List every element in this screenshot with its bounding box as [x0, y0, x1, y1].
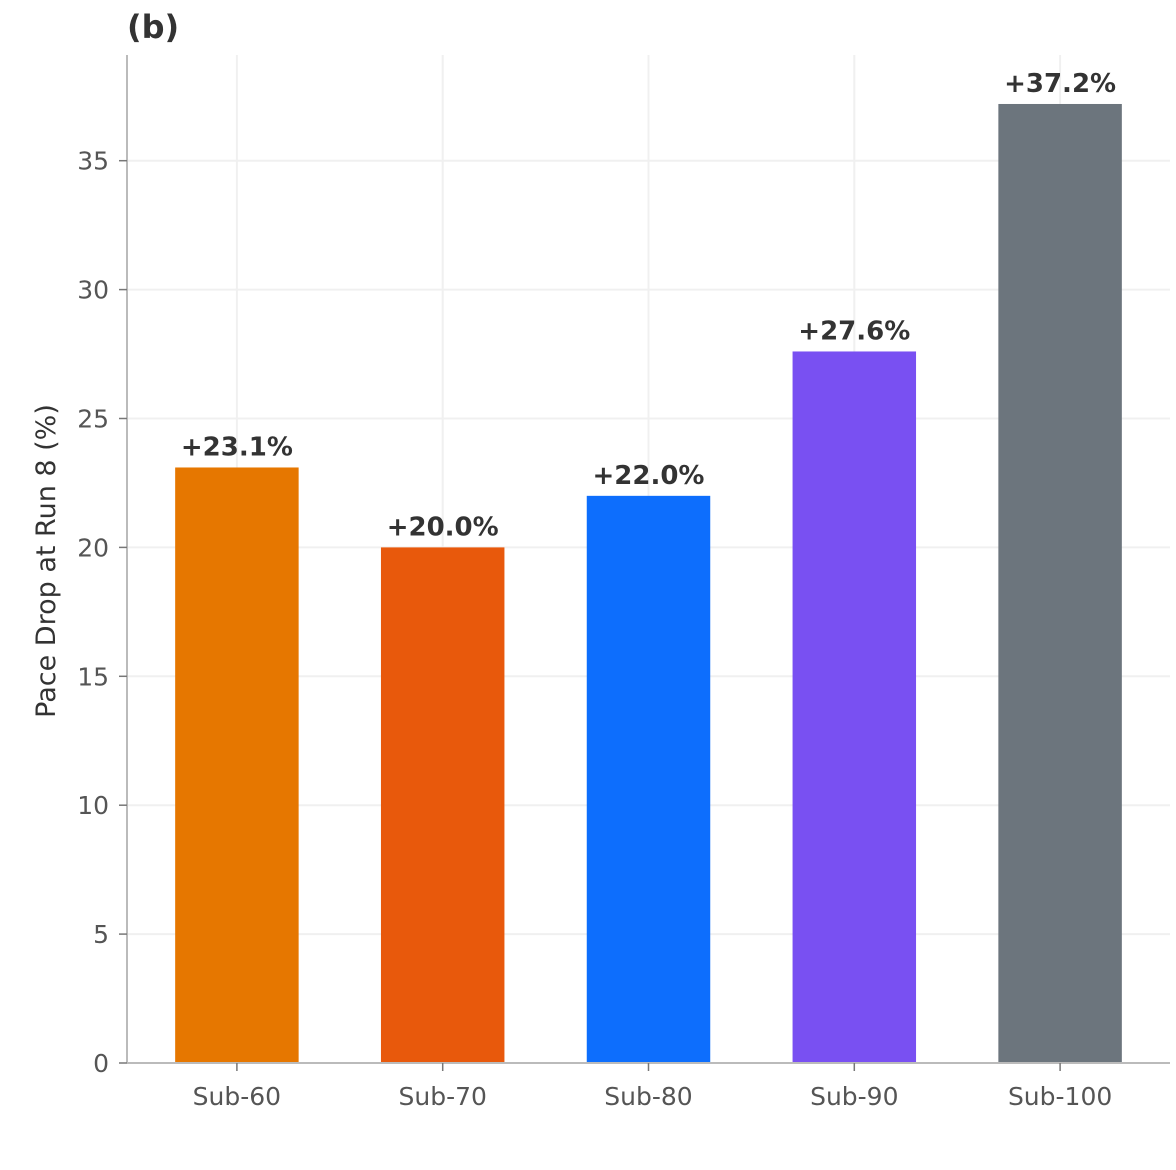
bar-sub-60	[175, 467, 299, 1063]
data-label: +20.0%	[387, 512, 499, 542]
y-tick-label: 35	[77, 147, 109, 176]
x-tick-label: Sub-60	[193, 1082, 281, 1111]
y-axis: 0 5 10 15 20 25 30 35	[77, 55, 128, 1078]
x-tick-label: Sub-100	[1008, 1082, 1112, 1111]
y-axis-label: Pace Drop at Run 8 (%)	[31, 404, 62, 718]
x-axis: Sub-60 Sub-70 Sub-80 Sub-90 Sub-100	[127, 1062, 1170, 1111]
data-label: +22.0%	[593, 461, 705, 491]
y-tick-label: 20	[77, 533, 109, 562]
y-tick-label: 10	[77, 791, 109, 820]
y-tick-label: 15	[77, 662, 109, 691]
bars	[175, 103, 1122, 1063]
data-label: +27.6%	[798, 316, 910, 346]
x-tick-label: Sub-70	[398, 1082, 486, 1111]
y-tick-label: 25	[77, 404, 109, 433]
y-tick-label: 5	[93, 920, 109, 949]
bar-sub-70	[380, 547, 505, 1063]
bar-sub-80	[586, 495, 711, 1063]
data-label: +23.1%	[181, 432, 293, 462]
y-tick-label: 0	[93, 1049, 109, 1078]
x-tick-label: Sub-90	[810, 1082, 898, 1111]
panel-label: (b)	[127, 8, 179, 46]
y-tick-label: 30	[77, 276, 109, 305]
bar-sub-100	[998, 103, 1122, 1063]
data-labels: +23.1% +20.0% +22.0% +27.6% +37.2%	[181, 69, 1116, 542]
data-label: +37.2%	[1004, 69, 1116, 99]
x-tick-label: Sub-80	[604, 1082, 692, 1111]
bar-sub-90	[792, 351, 917, 1063]
